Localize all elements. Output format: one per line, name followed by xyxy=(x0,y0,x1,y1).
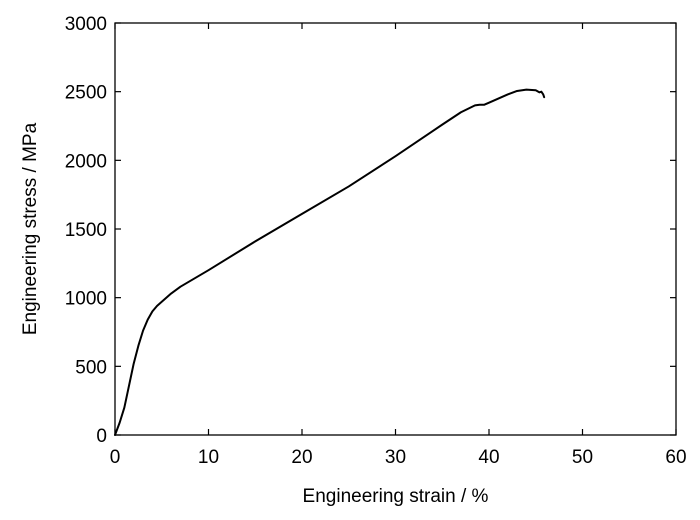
x-tick-label: 40 xyxy=(478,447,499,468)
ticks-layer xyxy=(114,22,677,436)
plot-frame xyxy=(114,22,677,436)
x-tick-label: 20 xyxy=(291,447,312,468)
y-tick-label: 3000 xyxy=(65,14,107,35)
series-layer xyxy=(114,88,546,436)
y-tick-label: 0 xyxy=(96,426,107,447)
x-tick-label: 30 xyxy=(385,447,406,468)
x-tick-label: 50 xyxy=(572,447,593,468)
y-tick-label: 2000 xyxy=(65,151,107,172)
y-axis-title: Engineering stress / MPa xyxy=(20,122,41,335)
tick-labels-layer: 0 10 20 30 40 50 60 0 500 1000 1500 2000 2500 3000 xyxy=(65,14,687,468)
x-tick-label: 0 xyxy=(110,447,121,468)
y-tick-label: 500 xyxy=(75,357,107,378)
x-axis-title: Engineering strain / % xyxy=(303,486,489,507)
y-tick-label: 1500 xyxy=(65,220,107,241)
y-tick-label: 1000 xyxy=(65,289,107,310)
y-tick-label: 2500 xyxy=(65,83,107,104)
x-tick-label: 60 xyxy=(665,447,686,468)
x-tick-label: 10 xyxy=(198,447,219,468)
series-line xyxy=(114,88,546,436)
